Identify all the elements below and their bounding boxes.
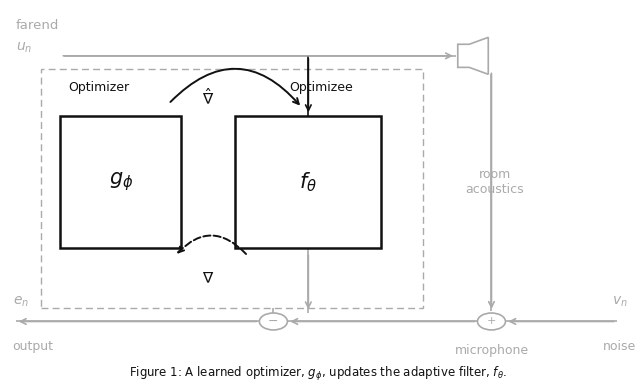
Text: room
acoustics: room acoustics <box>465 168 524 196</box>
Text: Optimizee: Optimizee <box>289 81 353 94</box>
Text: $\nabla$: $\nabla$ <box>202 272 214 286</box>
Text: $\hat{\nabla}$: $\hat{\nabla}$ <box>202 88 214 108</box>
Text: +: + <box>487 316 496 326</box>
Bar <box>60 116 181 248</box>
Text: Figure 1: A learned optimizer, $g_\phi$, updates the adaptive filter, $f_\theta$: Figure 1: A learned optimizer, $g_\phi$,… <box>129 365 507 383</box>
Bar <box>236 116 381 248</box>
Text: $f_\theta$: $f_\theta$ <box>300 170 317 194</box>
Text: $e_n$: $e_n$ <box>13 295 29 310</box>
Text: farend: farend <box>16 18 60 32</box>
Text: output: output <box>13 340 54 353</box>
FancyArrowPatch shape <box>170 69 299 104</box>
Text: $g_\phi$: $g_\phi$ <box>109 171 133 193</box>
Text: $v_n$: $v_n$ <box>612 295 628 310</box>
Text: Optimizer: Optimizer <box>68 81 129 94</box>
Bar <box>42 69 423 308</box>
Text: −: − <box>268 315 278 328</box>
Text: microphone: microphone <box>454 344 529 357</box>
Text: $u_n$: $u_n$ <box>16 41 32 55</box>
Text: noise: noise <box>604 340 637 353</box>
FancyArrowPatch shape <box>179 236 246 254</box>
